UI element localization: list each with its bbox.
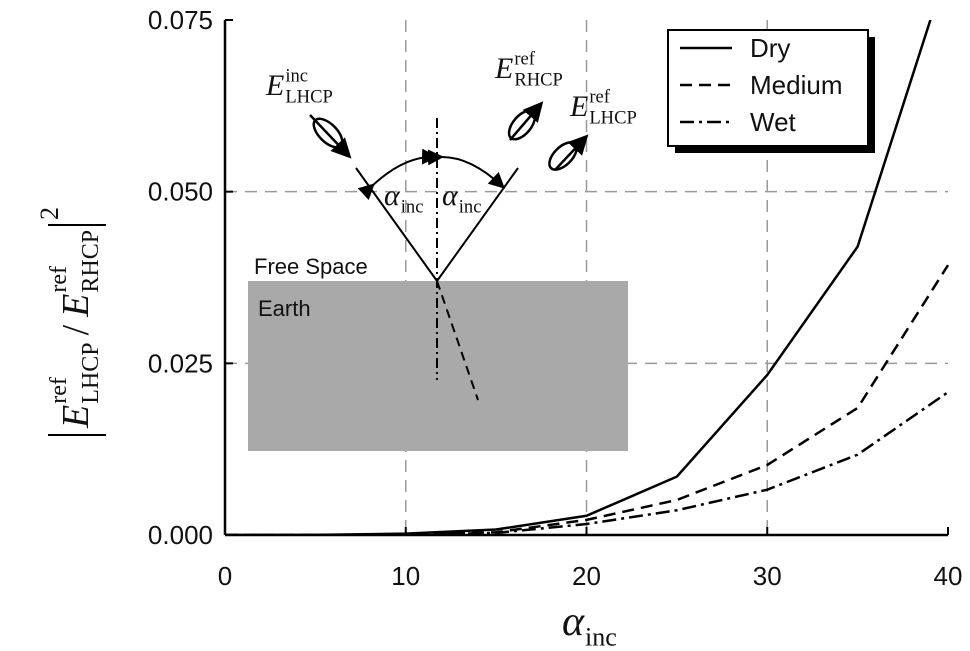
math-sup: ref [514, 49, 535, 70]
x-tick-label: 10 [391, 561, 420, 591]
math-base: α [442, 179, 459, 212]
refracted-ray [436, 280, 479, 401]
math-label: α inc [442, 179, 481, 218]
y-label-part: E [55, 405, 97, 429]
math-sup: ref [589, 87, 610, 108]
legend: Dry Medium Wet [667, 29, 875, 153]
data-line [225, 391, 949, 536]
math-sub: inc [585, 623, 617, 651]
free-space-label: Free Space [254, 254, 368, 279]
y-tick-label: 0.050 [148, 177, 213, 207]
polarization-arrow [309, 114, 352, 159]
y-tick-label: 0.025 [148, 348, 213, 378]
y-label-part: / [55, 324, 97, 335]
inset-diagram: Free Space Earth [248, 101, 628, 451]
polarization-arrow [554, 134, 589, 171]
math-label: α inc [384, 179, 423, 218]
y-label-part: E [55, 294, 97, 318]
y-label-part: 2 [35, 207, 64, 220]
math-base: E [265, 69, 284, 102]
legend-label: Medium [750, 70, 842, 100]
y-label-part: RHCP [78, 230, 104, 293]
math-label: α inc [562, 599, 617, 651]
y-label-part: ref [46, 266, 72, 293]
math-base: α [562, 599, 585, 645]
polarization-ellipse [507, 109, 537, 141]
math-sub: inc [459, 197, 482, 218]
math-sub: inc [401, 197, 424, 218]
angle-arc [357, 148, 438, 201]
math-sub: LHCP [589, 108, 637, 129]
y-tick-label: 0.000 [148, 520, 213, 550]
y-label-part: LHCP [78, 342, 104, 403]
math-base: E [494, 52, 513, 85]
polarization-ellipse [312, 117, 344, 149]
math-sub: LHCP [285, 87, 333, 108]
x-tick-label: 0 [218, 561, 232, 591]
polarization-ellipse [548, 141, 578, 171]
x-tick-label: 20 [572, 561, 601, 591]
math-sup: inc [285, 66, 308, 87]
math-sub: RHCP [514, 70, 563, 91]
earth-label: Earth [258, 296, 311, 321]
legend-label: Wet [750, 107, 797, 137]
polarization-arrow [509, 101, 544, 141]
math-base: α [384, 179, 401, 212]
angle-arc [427, 149, 505, 189]
legend-label: Dry [750, 33, 790, 63]
x-tick-label: 40 [934, 561, 963, 591]
legend-box [667, 29, 869, 147]
y-label-part: ref [46, 377, 72, 404]
y-tick-label: 0.075 [148, 5, 213, 35]
math-base: E [569, 90, 588, 123]
x-tick-label: 30 [753, 561, 782, 591]
